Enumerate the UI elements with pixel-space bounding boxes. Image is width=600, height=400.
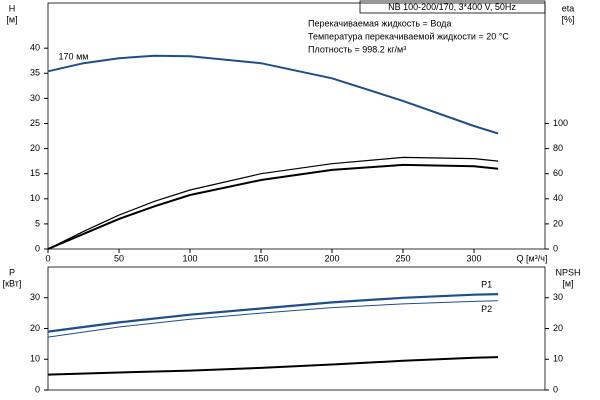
x-tick-label: 100 — [182, 253, 197, 263]
annotation: Температура перекачиваемой жидкости = 20… — [308, 31, 509, 41]
y2-tick-label: 10 — [553, 354, 563, 364]
y2-axis-label: [%] — [561, 14, 574, 24]
curve — [47, 300, 499, 338]
x-tick-label: 0 — [45, 253, 50, 263]
y2-axis-label: eta — [562, 3, 575, 13]
annotation: Перекачиваемая жидкость = Вода — [308, 18, 451, 28]
curve — [47, 356, 499, 376]
y-tick-label: 30 — [30, 93, 40, 103]
curve — [47, 54, 499, 135]
y-axis-label: H — [9, 3, 16, 13]
plot-frame — [47, 2, 546, 250]
y-axis-label: P — [9, 267, 15, 277]
y-tick-label: 5 — [35, 218, 40, 228]
curve — [47, 163, 499, 250]
chart-title: NB 100-200/170, 3*400 V, 50Hz — [388, 2, 516, 12]
y-tick-label: 25 — [30, 118, 40, 128]
y-tick-label: 30 — [30, 292, 40, 302]
y-tick-label: 10 — [30, 193, 40, 203]
y-tick-label: 10 — [30, 354, 40, 364]
y2-tick-label: 0 — [553, 384, 558, 394]
y-tick-label: 35 — [30, 68, 40, 78]
y2-axis-label: NPSH — [555, 267, 580, 277]
y2-tick-label: 60 — [553, 168, 563, 178]
y-axis-label: [м] — [6, 14, 17, 24]
curve — [47, 293, 499, 333]
y2-tick-label: 80 — [553, 143, 563, 153]
y-tick-label: 20 — [30, 323, 40, 333]
curve-label: P2 — [481, 304, 492, 314]
y-tick-label: 0 — [35, 384, 40, 394]
curve — [47, 156, 499, 250]
y2-axis-label: [м] — [562, 278, 573, 288]
x-tick-label: 250 — [395, 253, 410, 263]
x-tick-label: 50 — [114, 253, 124, 263]
y2-tick-label: 40 — [553, 193, 563, 203]
y-tick-label: 15 — [30, 168, 40, 178]
y-axis-label: [кВт] — [3, 278, 22, 288]
curve-label: P1 — [481, 279, 492, 289]
y2-tick-label: 100 — [553, 118, 568, 128]
y-tick-label: 0 — [35, 243, 40, 253]
x-axis-label: Q [м³/ч] — [517, 253, 548, 263]
x-tick-label: 150 — [253, 253, 268, 263]
y2-tick-label: 30 — [553, 292, 563, 302]
curve-label: 170 мм — [59, 52, 89, 62]
x-tick-label: 200 — [324, 253, 339, 263]
y2-tick-label: 0 — [553, 243, 558, 253]
annotation: Плотность = 998.2 кг/м³ — [308, 44, 406, 54]
y2-tick-label: 20 — [553, 323, 563, 333]
y-tick-label: 20 — [30, 143, 40, 153]
y2-tick-label: 20 — [553, 218, 563, 228]
y-tick-label: 40 — [30, 43, 40, 53]
x-tick-label: 300 — [466, 253, 481, 263]
